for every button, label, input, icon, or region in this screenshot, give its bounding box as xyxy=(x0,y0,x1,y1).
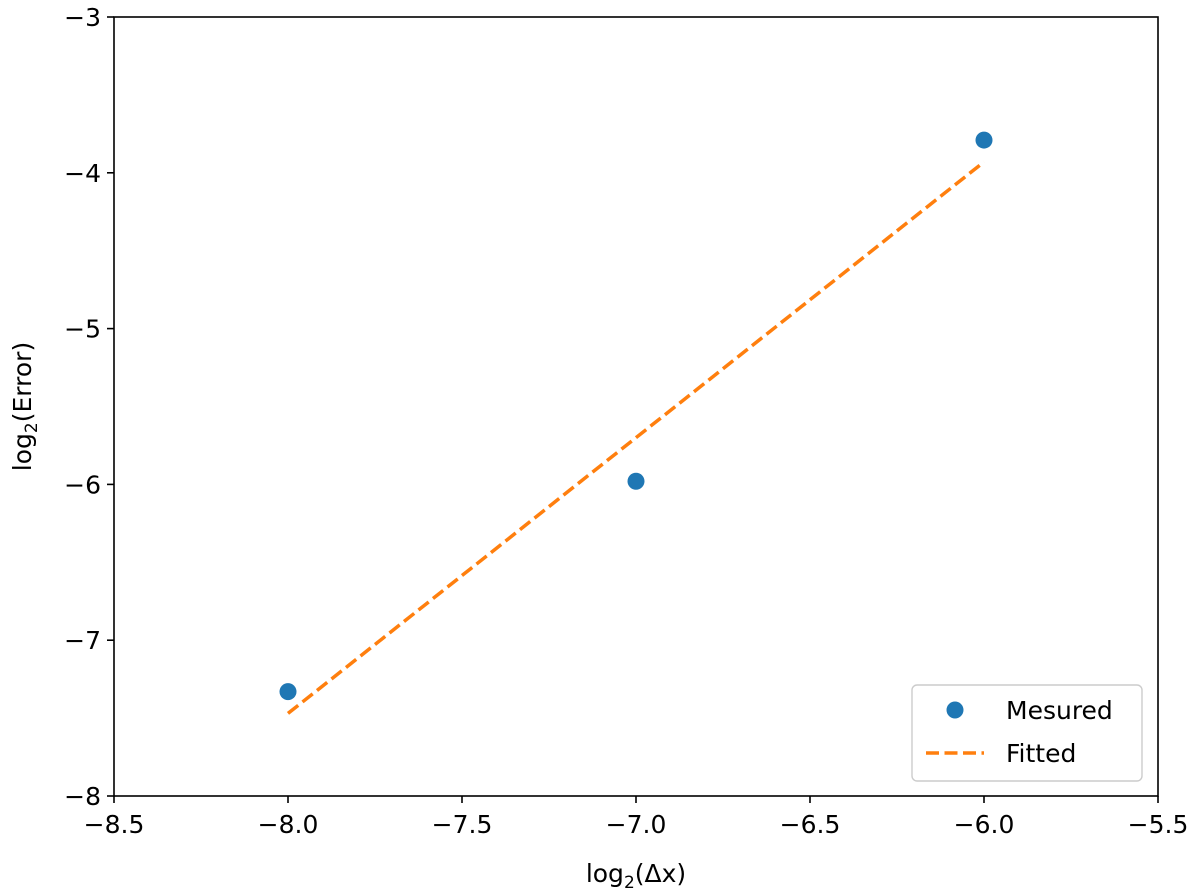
plot-background xyxy=(114,17,1158,796)
y-tick-label: −3 xyxy=(64,3,101,32)
y-tick-label: −4 xyxy=(64,159,101,188)
legend-box xyxy=(911,684,1143,782)
x-tick-label: −6.5 xyxy=(780,810,841,839)
x-tick-label: −5.5 xyxy=(1128,810,1189,839)
y-tick-label: −8 xyxy=(64,782,101,811)
axes: −8.5 −8.0 −7.5 −7.0 −6.5 −6.0 −5.5 −8 −7 −6 −5 −4 −3… xyxy=(8,3,1188,893)
x-tick-label: −6.0 xyxy=(954,810,1015,839)
legend-marker-measured xyxy=(946,701,964,719)
y-axis-label: log2(Error) xyxy=(8,342,42,471)
legend-label: Fitted xyxy=(1006,739,1076,768)
legend-label: Mesured xyxy=(1006,696,1113,725)
legend: Mesured Fitted xyxy=(911,684,1143,782)
y-tick-label: −6 xyxy=(64,470,101,499)
x-tick-label: −7.5 xyxy=(432,810,493,839)
measured-point xyxy=(279,683,297,701)
x-tick-label: −8.5 xyxy=(84,810,145,839)
fitted-line xyxy=(286,160,986,715)
x-tick-label: −7.0 xyxy=(606,810,667,839)
y-tick-label: −5 xyxy=(64,315,101,344)
measured-point xyxy=(975,131,993,149)
x-tick-label: −8.0 xyxy=(258,810,319,839)
x-axis-label: log2(Δx) xyxy=(586,859,686,893)
measured-point xyxy=(627,472,645,490)
plot-area xyxy=(114,17,1158,796)
y-tick-label: −7 xyxy=(64,626,101,655)
